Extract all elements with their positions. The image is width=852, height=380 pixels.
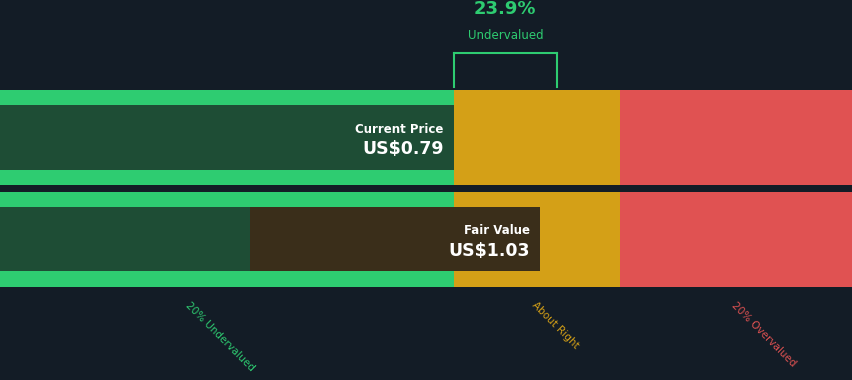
Bar <box>453 207 619 271</box>
Text: 23.9%: 23.9% <box>474 0 536 17</box>
Text: Current Price: Current Price <box>354 123 443 136</box>
Bar <box>619 271 852 287</box>
Bar <box>0 192 453 207</box>
Text: 20% Overvalued: 20% Overvalued <box>728 300 797 369</box>
Text: Fair Value: Fair Value <box>463 224 529 238</box>
Bar <box>0 90 453 105</box>
Text: US$1.03: US$1.03 <box>448 242 529 260</box>
Bar <box>0 271 453 287</box>
Text: US$0.79: US$0.79 <box>361 140 443 158</box>
Bar <box>619 90 852 105</box>
Bar <box>0 207 453 271</box>
Bar <box>453 169 619 185</box>
Bar <box>453 271 619 287</box>
Bar <box>250 207 539 271</box>
Bar <box>619 105 852 169</box>
Bar <box>0 169 453 185</box>
Bar <box>619 192 852 207</box>
Text: Undervalued: Undervalued <box>467 29 543 42</box>
Bar <box>0 105 453 169</box>
Text: 20% Undervalued: 20% Undervalued <box>183 300 256 373</box>
Bar <box>453 90 619 105</box>
Bar <box>619 169 852 185</box>
Bar <box>453 105 619 169</box>
Bar <box>453 192 619 207</box>
Bar <box>619 207 852 271</box>
Text: About Right: About Right <box>529 300 580 351</box>
